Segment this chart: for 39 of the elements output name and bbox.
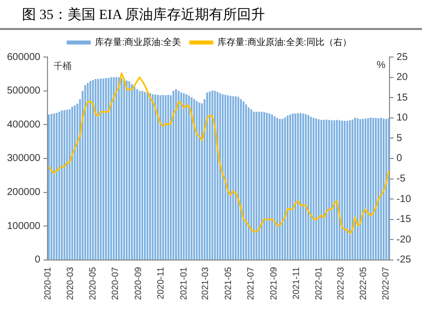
y-axis-title: 千桶 <box>53 60 72 71</box>
x-tick-label: 2022-01 <box>314 266 324 300</box>
y2-axis-title: % <box>376 60 386 71</box>
x-tick-label: 2020-03 <box>64 266 75 300</box>
y-tick-label: 0 <box>34 254 41 266</box>
y2-tick-label: 20 <box>396 72 408 84</box>
x-tick-label: 2021-01 <box>178 266 188 300</box>
y-tick-label: 500000 <box>6 86 41 97</box>
x-tick-label: 2022-07 <box>380 266 391 300</box>
y-tick-label: 400000 <box>6 119 41 130</box>
x-tick-label: 2020-09 <box>133 266 144 300</box>
y2-tick-label: 5 <box>396 132 403 144</box>
legend-label: 库存量:商业原油:全美 <box>95 36 182 47</box>
x-tick-label: 2020-07 <box>110 266 120 300</box>
y2-tick-label: -10 <box>396 194 412 205</box>
y2-tick-label: 10 <box>396 112 408 124</box>
x-tick-label: 2021-07 <box>245 266 256 300</box>
x-tick-label: 2021-05 <box>222 266 233 300</box>
x-tick-label: 2021-09 <box>268 266 278 300</box>
x-tick-label: 2020-11 <box>156 266 166 300</box>
y2-tick-label: -25 <box>396 254 412 266</box>
y-tick-label: 200000 <box>6 187 41 198</box>
legend-label: 库存量:商业原油:全美:同比（右） <box>218 36 352 47</box>
y2-tick-label: 25 <box>396 52 408 63</box>
y-tick-label: 300000 <box>6 153 41 164</box>
y2-tick-label: -5 <box>396 174 406 185</box>
y2-tick-label: 0 <box>396 153 403 164</box>
y-tick-label: 600000 <box>6 52 41 63</box>
y2-tick-label: -15 <box>396 214 412 226</box>
y-tick-label: 100000 <box>6 220 41 232</box>
y2-tick-label: 15 <box>396 92 408 104</box>
x-tick-label: 2020-01 <box>42 266 53 300</box>
x-tick-label: 2022-05 <box>358 266 368 300</box>
chart-title: 图 35：美国 EIA 原油库存近期有所回升 <box>0 0 422 30</box>
x-tick-label: 2021-03 <box>200 266 210 300</box>
x-tick-label: 2020-05 <box>87 266 98 300</box>
y2-tick-label: -20 <box>396 234 412 246</box>
x-tick-label: 2021-11 <box>290 266 301 300</box>
x-tick-label: 2022-03 <box>335 266 346 300</box>
